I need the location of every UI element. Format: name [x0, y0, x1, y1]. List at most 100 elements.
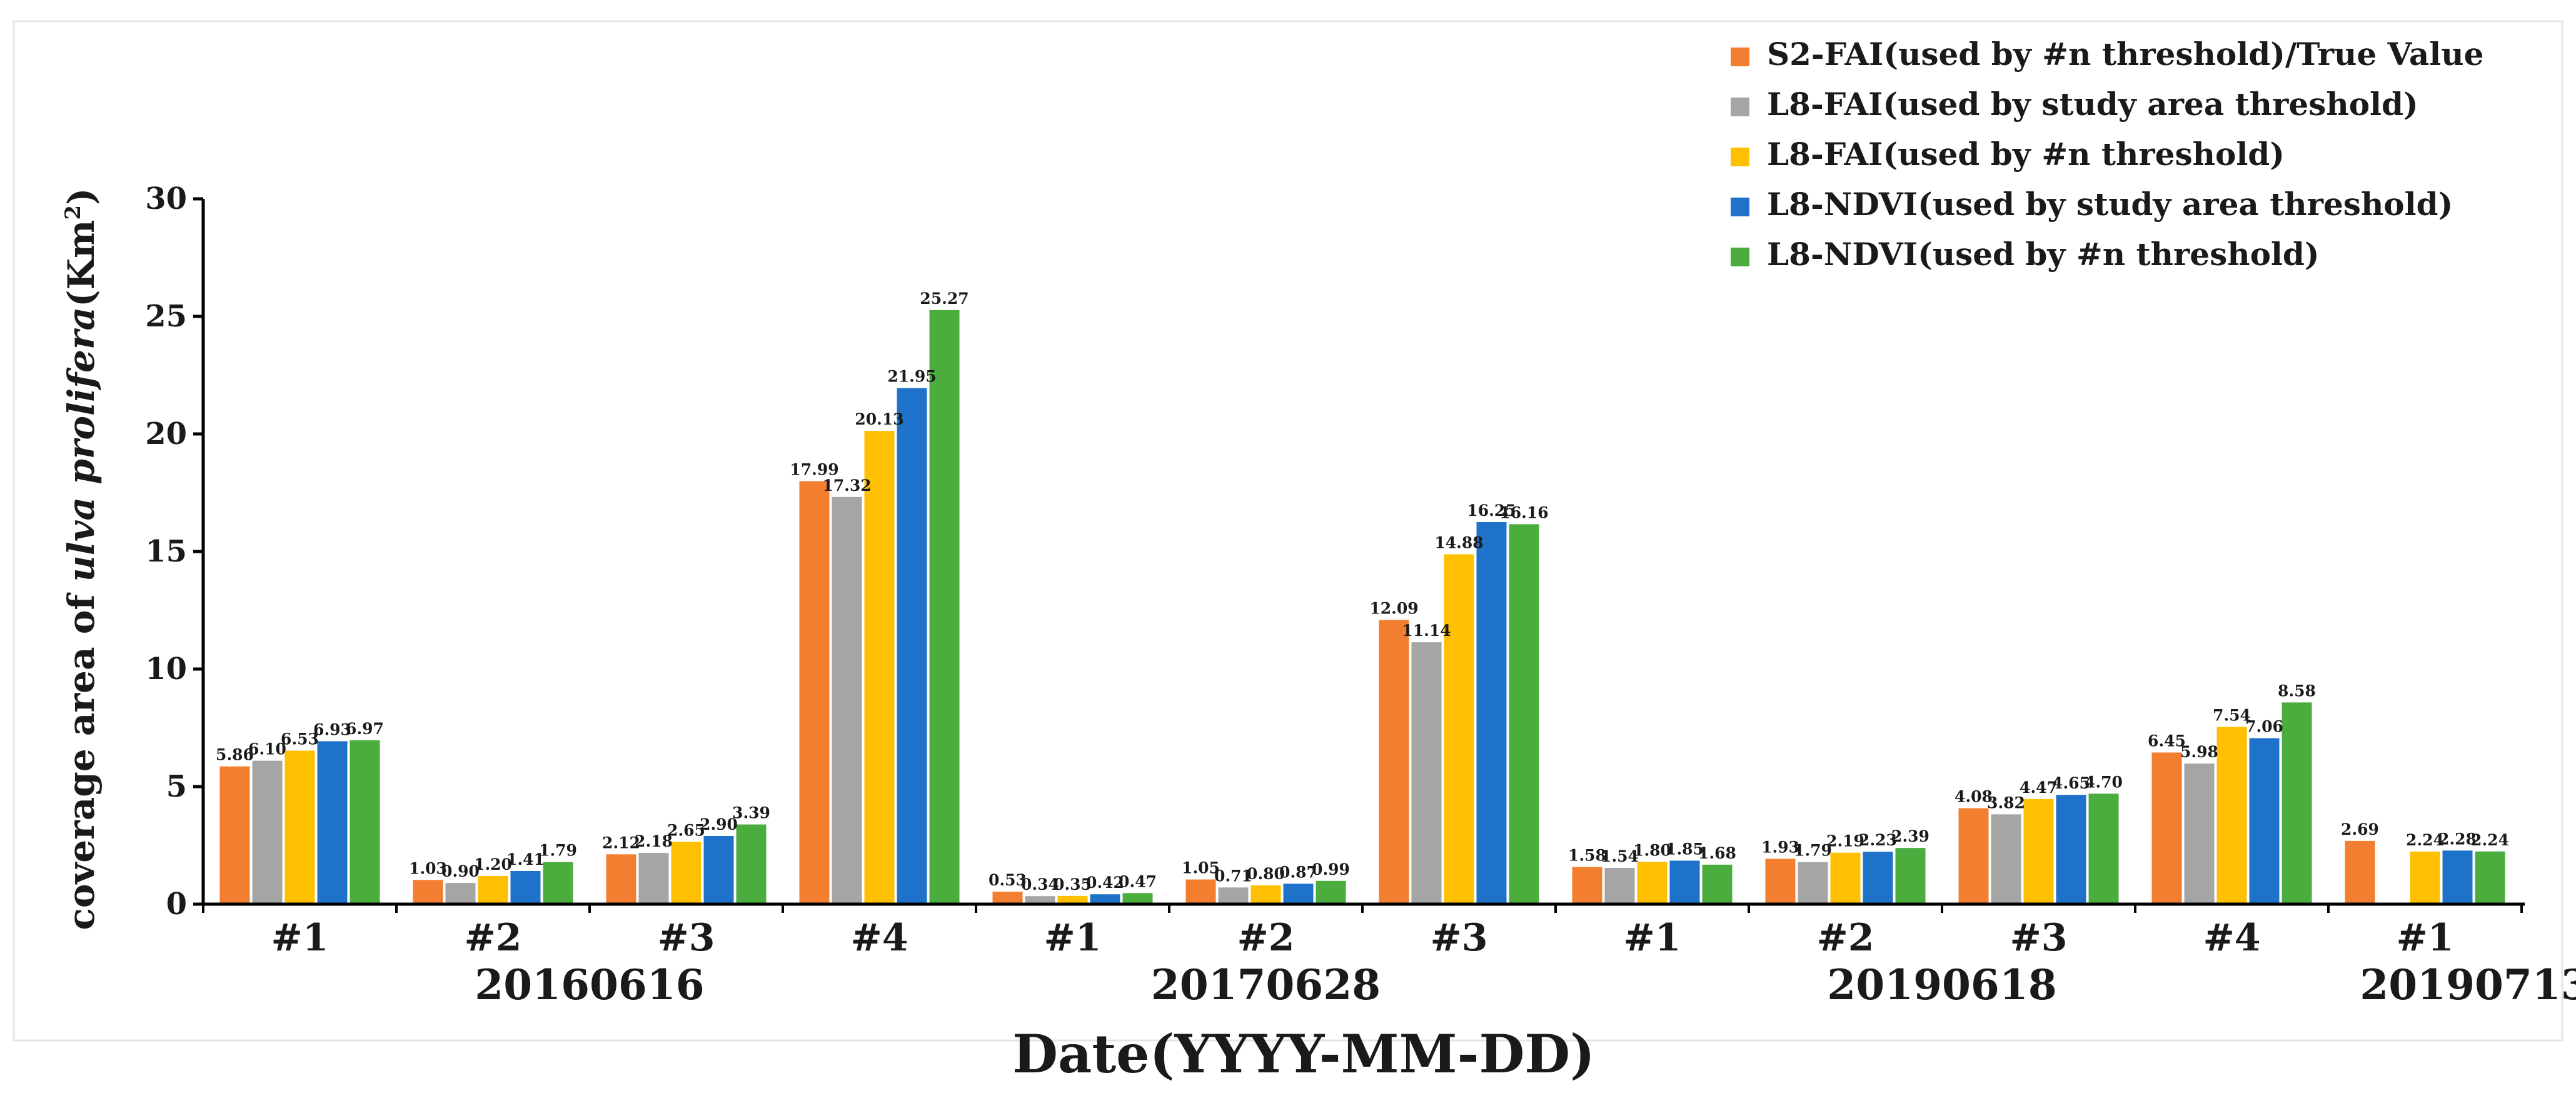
bar	[478, 875, 508, 904]
bar	[317, 741, 348, 904]
bars-layer	[219, 310, 2505, 904]
x-category-label: #1	[1623, 916, 1681, 960]
bar-value-label: 2.39	[1891, 827, 1929, 845]
bar-value-label: 2.65	[667, 821, 705, 839]
bar-value-label: 20.13	[855, 410, 903, 428]
bar-value-label: 21.95	[887, 368, 936, 386]
bar-value-label: 14.88	[1434, 534, 1483, 552]
bar-value-label: 7.06	[2245, 718, 2283, 736]
x-category-label: #1	[2396, 916, 2453, 960]
legend-entry-label: L8-NDVI(used by #n threshold)	[1767, 236, 2320, 273]
bar-value-label: 2.19	[1826, 832, 1864, 850]
bar	[1798, 862, 1828, 904]
bar	[284, 750, 315, 904]
bar-value-label: 0.34	[1021, 875, 1059, 894]
bar	[1057, 895, 1088, 904]
bar-value-label: 1.54	[1601, 847, 1639, 865]
bar-labels-layer: 5.866.106.536.936.971.030.901.201.411.79…	[216, 290, 2509, 894]
bar	[543, 862, 573, 904]
y-tick-label: 5	[166, 769, 187, 804]
bar	[703, 835, 734, 904]
y-tick-label: 15	[145, 534, 187, 569]
bar	[897, 388, 927, 904]
bar	[736, 824, 767, 904]
bar	[2151, 752, 2182, 904]
x-group-date-label: 20190713	[2360, 960, 2576, 1009]
bar-value-label: 12.09	[1369, 599, 1418, 617]
bar-value-label: 6.45	[2148, 732, 2186, 750]
bar	[1090, 894, 1120, 904]
x-category-label: #2	[464, 916, 521, 960]
x-category-label: #1	[1044, 916, 1101, 960]
bar	[1765, 859, 1796, 904]
bar	[350, 740, 380, 904]
bar	[864, 431, 895, 904]
legend-swatch	[1731, 48, 1749, 66]
bar-value-label: 7.54	[2213, 706, 2251, 724]
x-category-label: #2	[1816, 916, 1874, 960]
bar-value-label: 1.79	[539, 842, 577, 860]
bar-value-label: 2.24	[2471, 831, 2509, 849]
bar	[1025, 896, 1055, 904]
y-tick-label: 10	[145, 652, 187, 687]
bar	[2216, 727, 2247, 904]
bar-value-label: 0.99	[1312, 860, 1350, 879]
x-category-label: #2	[1237, 916, 1294, 960]
bar	[1411, 642, 1442, 904]
bar-value-label: 6.53	[281, 730, 319, 748]
bar-value-label: 1.85	[1666, 840, 1704, 858]
bar-value-label: 25.27	[920, 290, 969, 308]
x-axis-label: Date(YYYY-MM-DD)	[1012, 1023, 1595, 1085]
legend-swatch	[1731, 148, 1749, 166]
bar-value-label: 2.69	[2341, 820, 2379, 839]
bar	[1250, 885, 1281, 904]
x-category-label: #3	[1430, 916, 1487, 960]
bar-value-label: 8.58	[2278, 682, 2316, 700]
bar	[413, 880, 443, 904]
bar	[929, 310, 960, 904]
bar	[510, 870, 541, 904]
y-axis-label-prefix: coverage area of	[60, 582, 103, 930]
y-axis-label-species: ulva prolifera	[60, 307, 103, 582]
bar	[1283, 884, 1314, 904]
bar	[1476, 522, 1507, 904]
bar	[1572, 867, 1602, 904]
bar-value-label: 1.79	[1794, 842, 1832, 860]
bar	[1637, 862, 1668, 904]
x-group-date-label: 20170628	[1151, 960, 1381, 1009]
bar-value-label: 5.98	[2180, 743, 2218, 761]
bar-value-label: 16.16	[1499, 503, 1548, 521]
bar-value-label: 16.25	[1467, 501, 1516, 520]
bar-value-label: 1.03	[409, 859, 447, 877]
bar-value-label: 0.80	[1247, 865, 1285, 883]
bar-value-label: 17.99	[790, 461, 838, 479]
legend-entry-label: S2-FAI(used by #n threshold)/True Value	[1767, 36, 2483, 73]
bar-value-label: 0.47	[1119, 872, 1157, 890]
y-axis-label-superscript: 2	[61, 205, 86, 220]
bar-value-label: 2.12	[602, 833, 640, 852]
bar-value-label: 17.32	[822, 476, 871, 495]
bar	[1863, 852, 1893, 904]
bar	[1444, 554, 1474, 904]
bar	[606, 854, 636, 904]
legend-entry-label: L8-NDVI(used by study area threshold)	[1767, 186, 2453, 223]
y-axis-label: coverage area of ulva prolifera(Km2)	[60, 188, 103, 930]
bar-value-label: 0.53	[989, 871, 1027, 889]
bar	[2475, 851, 2505, 904]
bar-value-label: 3.39	[732, 804, 770, 822]
bar-value-label: 4.70	[2085, 773, 2123, 791]
y-axis-label-close: )	[60, 188, 103, 205]
legend-entry-label: L8-FAI(used by study area threshold)	[1767, 86, 2418, 123]
bar-value-label: 1.20	[474, 855, 512, 874]
bar-value-label: 4.08	[1955, 788, 1993, 806]
bar	[219, 766, 250, 904]
bar	[638, 853, 669, 904]
bar-value-label: 0.71	[1214, 867, 1252, 885]
legend: S2-FAI(used by #n threshold)/True Value L…	[1731, 36, 2483, 273]
bar	[2184, 763, 2215, 904]
bar	[1122, 893, 1153, 904]
bar	[252, 760, 283, 904]
bar	[1958, 808, 1989, 904]
bar	[1830, 852, 1861, 904]
